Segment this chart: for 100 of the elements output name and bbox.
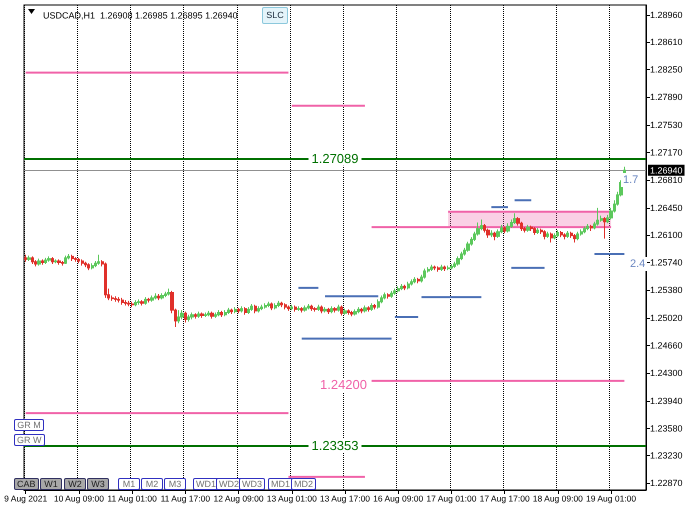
x-tick-label: 13 Aug 01:00: [266, 494, 318, 504]
candlestick: [370, 302, 373, 312]
candlestick: [230, 308, 233, 314]
candlestick: [160, 292, 164, 300]
candlestick: [150, 295, 154, 302]
candlestick: [367, 306, 370, 312]
button: M1: [118, 478, 140, 490]
candlestick: [390, 290, 393, 298]
candlestick: [114, 296, 117, 302]
candlestick: [44, 257, 47, 265]
candlestick: [227, 307, 230, 314]
candlestick: [556, 230, 559, 238]
candlestick: [307, 303, 310, 310]
candlestick: [350, 310, 353, 317]
y-tick-label: 1.27890: [650, 92, 683, 102]
candlestick: [131, 301, 134, 308]
candlestick: [84, 261, 87, 268]
candlestick: [466, 241, 470, 252]
button: M3: [164, 478, 186, 490]
candlestick: [240, 306, 243, 313]
candlestick: [536, 227, 539, 235]
annotation: 1.7: [621, 173, 640, 187]
y-tick-label: 1.25020: [650, 312, 683, 323]
button: WD2: [216, 478, 242, 490]
button: MD1: [268, 478, 294, 490]
annotation: 1.24200: [318, 377, 369, 392]
candlestick: [343, 308, 347, 316]
candlestick: [194, 312, 197, 320]
y-tick-label: 1.23580: [650, 424, 683, 434]
x-tick-label: 9 Aug 2021: [4, 494, 48, 504]
x-tick-label: 10 Aug 09:00: [54, 494, 104, 504]
candlestick: [250, 303, 253, 312]
button: MD2: [291, 478, 316, 490]
candlestick: [91, 262, 94, 270]
candlestick: [140, 300, 144, 306]
candlestick: [187, 314, 190, 322]
candlestick: [550, 232, 553, 244]
candlestick: [177, 310, 180, 324]
button: WD1: [193, 478, 219, 490]
candlestick: [224, 310, 227, 317]
text: USDCAD,H1 1.26908 1.26985 1.26895 1.26940: [43, 10, 238, 20]
candlestick: [121, 297, 124, 306]
candlestick: [330, 306, 333, 314]
button: W1: [40, 478, 62, 490]
candlestick: [97, 254, 100, 266]
candlestick: [67, 254, 70, 260]
x-tick-label: 12 Aug 09:00: [213, 494, 264, 504]
candlestick: [207, 310, 210, 317]
candlestick: [320, 305, 323, 314]
candlestick: [403, 284, 406, 291]
candlestick: [260, 304, 263, 311]
candlestick: [247, 306, 250, 314]
candlestick: [257, 306, 260, 313]
candlestick: [583, 226, 586, 234]
candlestick: [493, 231, 496, 241]
candlestick: [586, 224, 589, 231]
candlestick: [31, 256, 34, 265]
candlestick: [526, 224, 530, 232]
y-tick-label: 1.27170: [650, 148, 683, 158]
ref-line-label: 1.26940: [650, 165, 683, 176]
candlestick: [104, 262, 107, 298]
candlestick: [443, 265, 446, 272]
y-tick-label: 1.23230: [650, 450, 683, 460]
y-tick-label: 1.28250: [650, 64, 683, 75]
button: W3: [87, 478, 109, 490]
y-tick-label: 1.25740: [650, 257, 683, 268]
y-tick-label: 1.24300: [650, 368, 683, 378]
candlestick: [147, 297, 150, 303]
x-tick-label: 11 Aug 17:00: [160, 494, 210, 504]
candlestick: [363, 305, 367, 313]
candlestick: [81, 258, 84, 266]
candlestick: [47, 256, 51, 262]
candlestick: [513, 212, 516, 225]
candlestick: [284, 302, 287, 310]
candlestick: [530, 225, 533, 232]
candlestick: [127, 300, 130, 307]
candlestick: [337, 304, 340, 312]
button: W2: [64, 478, 86, 490]
candlestick: [413, 276, 416, 284]
candlestick: [200, 312, 204, 318]
candlestick: [580, 228, 583, 236]
candlestick: [450, 264, 453, 270]
candlestick: [220, 310, 223, 318]
y-tick-label: 1.26450: [650, 202, 683, 213]
candlestick: [357, 306, 360, 314]
x-tick-label: 19 Aug 01:00: [586, 494, 636, 504]
candlestick: [300, 306, 303, 313]
candlestick: [456, 256, 460, 266]
candlestick: [164, 291, 167, 298]
candlestick: [234, 306, 237, 314]
candlestick: [423, 268, 426, 280]
candlestick: [297, 306, 300, 312]
candlestick: [590, 224, 593, 232]
candlestick: [333, 306, 337, 313]
candlestick: [447, 265, 450, 271]
candlestick: [24, 254, 27, 262]
candlestick: [377, 298, 380, 310]
candlestick: [520, 221, 523, 232]
candlestick: [560, 230, 563, 238]
candlestick: [280, 301, 283, 308]
